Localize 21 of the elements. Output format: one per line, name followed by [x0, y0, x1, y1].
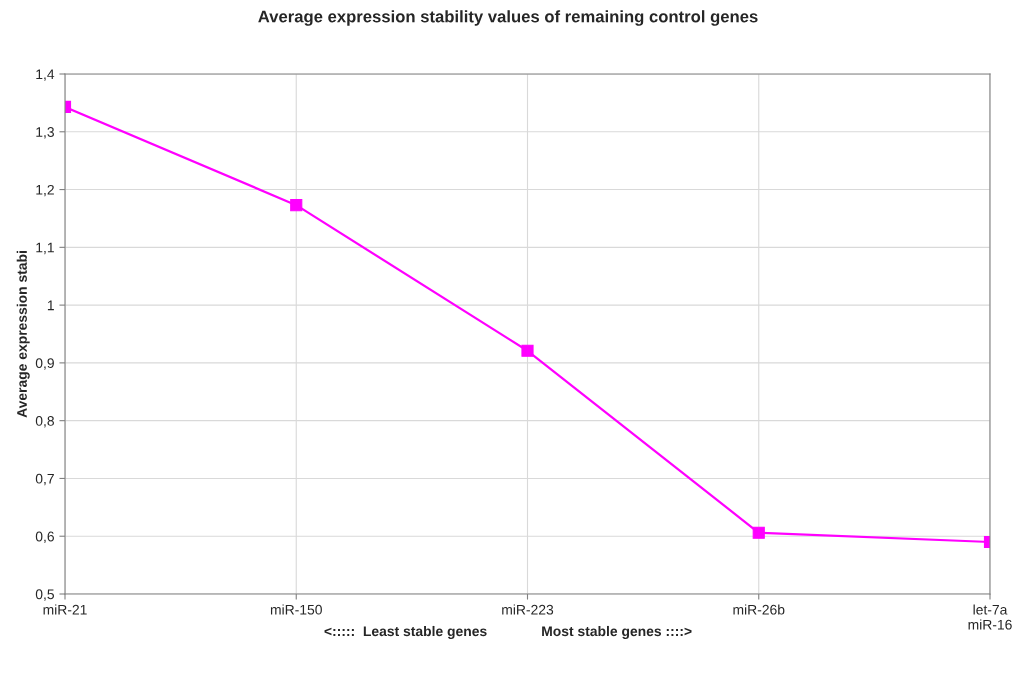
x-tick-label: miR-223	[502, 604, 554, 615]
x-tick-label: miR-26b	[733, 604, 785, 615]
chart-title: Average expression stability values of remaining control genes	[258, 10, 758, 26]
x-tick-label: let-7a miR-16	[968, 604, 1012, 630]
point	[752, 526, 765, 539]
y-tick-label: 1,4	[36, 69, 55, 81]
y-tick-label: 0,7	[35, 473, 54, 486]
x-tick-label: miR-21	[43, 604, 87, 615]
x-axis-title: <::::: Least stable genes Most stable genes ::::>	[324, 625, 692, 639]
y-tick-label: 0,5	[35, 589, 54, 601]
point	[521, 344, 534, 357]
y-tick-label: 0,9	[35, 358, 54, 370]
y-tick-label: 0,6	[35, 531, 54, 544]
y-tick-label: 1,3	[36, 127, 54, 139]
y-tick-label: 0,8	[35, 416, 54, 428]
point	[290, 199, 303, 212]
y-tick-label: 1,2	[36, 184, 54, 197]
y-tick-label: 1	[47, 300, 54, 311]
x-tick-label: miR-150	[270, 604, 322, 615]
y-axis-title: Average expression stabi	[16, 251, 30, 418]
y-tick-label: 1,1	[36, 242, 54, 255]
